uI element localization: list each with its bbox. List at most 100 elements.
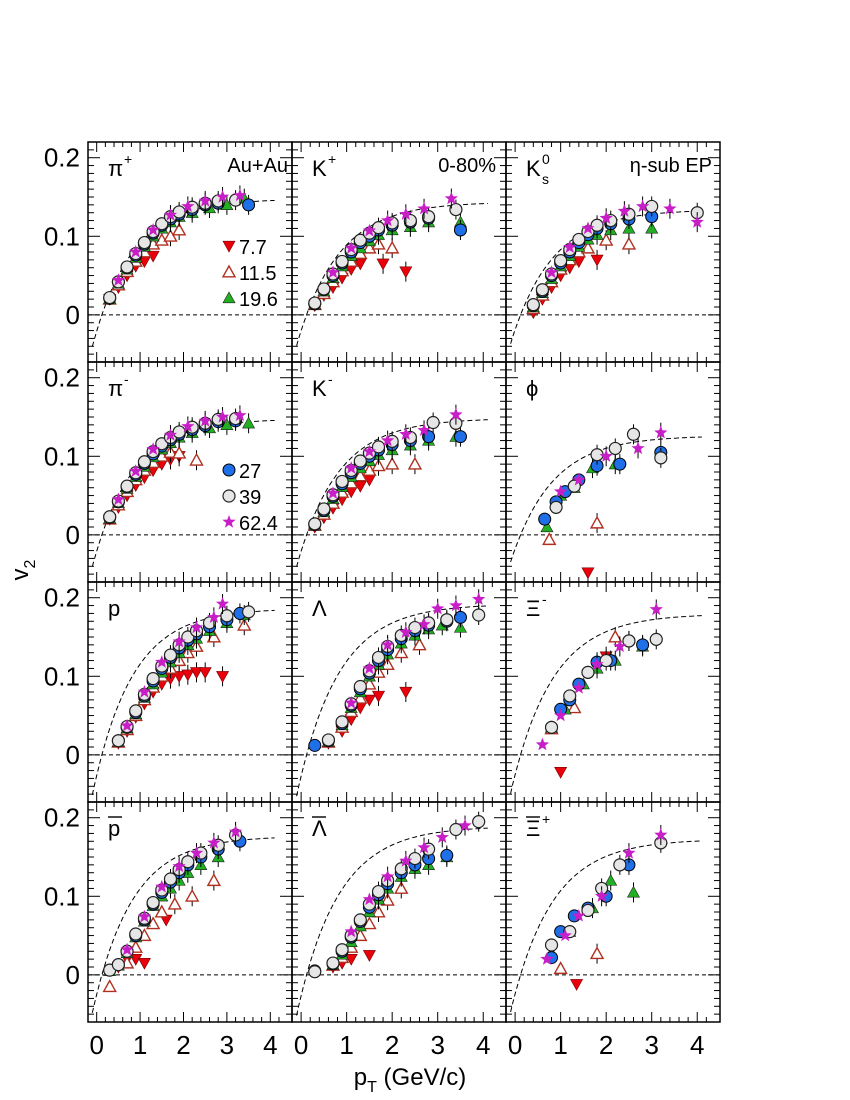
data-point [458, 818, 472, 832]
data-point [198, 193, 212, 207]
header-label: 0-80% [438, 155, 496, 177]
data-point [335, 474, 349, 489]
data-point [103, 510, 117, 524]
data-point [590, 218, 604, 232]
data-point [155, 655, 169, 668]
data-point [663, 201, 677, 215]
data-point [595, 889, 609, 902]
data-point [120, 479, 134, 493]
particle-label: Λ [312, 816, 327, 841]
data-point [163, 428, 178, 441]
panel-5: K- [291, 361, 507, 583]
data-point [120, 942, 134, 956]
data-point [344, 954, 358, 966]
data-point [608, 629, 623, 643]
data-point [371, 440, 386, 454]
data-point [599, 211, 613, 224]
data-point [581, 665, 595, 679]
data-point [636, 638, 650, 652]
data-point [581, 221, 595, 235]
data-point [384, 456, 400, 470]
particle-label: Ξ [526, 596, 540, 621]
data-point [381, 869, 395, 883]
data-point [472, 592, 486, 605]
data-point [690, 215, 704, 228]
data-point [129, 704, 143, 718]
axis-labels: v2 pT (GeV/c) [7, 559, 466, 1096]
data-point [241, 605, 256, 619]
particle-label: Ξ [526, 816, 540, 841]
panel-12: Ξ + [505, 801, 721, 1023]
x-tick-label: 2 [599, 1030, 613, 1060]
x-axis-title: pT (GeV/c) [354, 1064, 466, 1096]
data-point [371, 458, 386, 472]
data-point [233, 188, 247, 202]
data-point [394, 880, 409, 894]
data-point [181, 419, 195, 433]
data-point [371, 904, 386, 918]
x-tick-label: 4 [263, 1030, 277, 1060]
data-point [407, 456, 423, 470]
data-point [321, 733, 336, 747]
data-point [146, 442, 160, 455]
data-point [308, 965, 322, 979]
data-point [399, 207, 413, 220]
particle-label-sup: 0 [542, 151, 550, 167]
data-point [417, 423, 431, 436]
data-point [645, 199, 659, 214]
y-axis-title: v2 [7, 559, 39, 580]
particle-label: p [108, 596, 120, 621]
data-point [431, 601, 445, 615]
data-point [417, 617, 431, 631]
particle-label-sup: - [328, 371, 333, 387]
data-point [326, 956, 340, 970]
data-point [233, 408, 247, 422]
data-point [111, 734, 125, 748]
data-point [380, 892, 395, 906]
data-point [440, 848, 454, 862]
data-point [344, 241, 358, 254]
data-point [172, 205, 186, 219]
particle-label-sup: - [542, 591, 547, 607]
data-point [129, 927, 143, 941]
data-point [417, 201, 431, 215]
data-point [317, 282, 331, 296]
data-point [626, 427, 641, 441]
data-point [399, 686, 413, 699]
panel-1: π + [87, 141, 293, 363]
data-point [635, 199, 650, 213]
data-point [453, 223, 467, 237]
data-point [449, 407, 463, 421]
data-point [317, 502, 331, 516]
y-tick-label: 0.2 [44, 583, 80, 613]
particle-label: K [312, 156, 327, 181]
y-tick-label: 0.1 [44, 221, 80, 251]
data-point [570, 979, 584, 991]
data-point [381, 213, 395, 227]
legend-marker [222, 240, 236, 253]
particle-label-sup: + [124, 151, 132, 167]
data-point [137, 685, 152, 698]
data-point [572, 232, 586, 247]
data-point [189, 620, 204, 634]
data-point [617, 204, 631, 217]
data-point [399, 427, 413, 440]
data-point [155, 879, 169, 893]
legend-label: 39 [239, 487, 261, 509]
data-point [572, 908, 586, 922]
data-point [544, 720, 559, 734]
x-tick-label: 2 [385, 1030, 399, 1060]
data-point [181, 669, 195, 682]
data-point [535, 283, 550, 297]
particle-label: π [108, 376, 123, 401]
data-point [111, 492, 125, 506]
panel-11: Λ [291, 801, 507, 1023]
data-point [412, 637, 427, 651]
data-point [216, 671, 230, 683]
data-point [155, 217, 169, 231]
x-tick-label: 0 [294, 1030, 308, 1060]
data-point [335, 254, 349, 269]
data-point [526, 298, 540, 312]
legend-label: 19.6 [239, 289, 278, 311]
legend-label: 62.4 [239, 513, 278, 535]
